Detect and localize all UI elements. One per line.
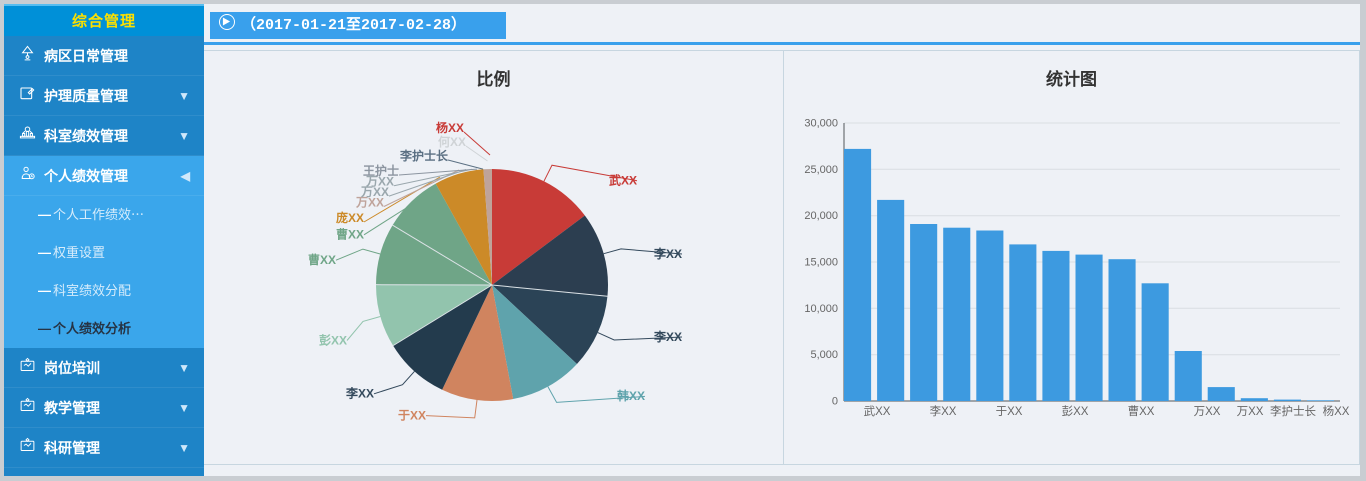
svg-text:30,000: 30,000: [804, 118, 838, 130]
svg-text:王护士: 王护士: [363, 163, 399, 178]
svg-text:韩XX: 韩XX: [617, 388, 645, 403]
svg-text:李XX: 李XX: [653, 246, 682, 261]
svg-text:武XX: 武XX: [609, 173, 637, 188]
svg-text:于XX: 于XX: [398, 408, 426, 422]
svg-text:李XX: 李XX: [930, 404, 957, 418]
svg-text:庞XX: 庞XX: [336, 210, 364, 225]
svg-text:李XX: 李XX: [653, 329, 682, 344]
svg-text:曹XX: 曹XX: [1128, 405, 1155, 418]
svg-text:于XX: 于XX: [996, 406, 1023, 418]
svg-text:10,000: 10,000: [804, 303, 838, 315]
svg-text:彭XX: 彭XX: [319, 332, 347, 347]
svg-text:15,000: 15,000: [804, 257, 838, 269]
svg-text:曹XX: 曹XX: [336, 227, 364, 242]
svg-text:万XX: 万XX: [1237, 406, 1264, 418]
svg-text:25,000: 25,000: [804, 164, 838, 176]
svg-text:0: 0: [832, 396, 838, 408]
svg-text:何XX: 何XX: [438, 134, 466, 149]
svg-text:杨XX: 杨XX: [1323, 404, 1350, 418]
svg-text:李XX: 李XX: [345, 386, 374, 401]
svg-text:万XX: 万XX: [1194, 406, 1221, 418]
svg-text:武XX: 武XX: [864, 405, 891, 418]
svg-text:20,000: 20,000: [804, 210, 838, 222]
svg-text:曹XX: 曹XX: [308, 252, 336, 267]
svg-text:李护士长: 李护士长: [399, 148, 449, 163]
svg-text:5,000: 5,000: [810, 349, 838, 361]
svg-text:彭XX: 彭XX: [1062, 404, 1089, 418]
svg-text:李护士长: 李护士长: [1270, 404, 1316, 418]
svg-text:杨XX: 杨XX: [436, 120, 464, 135]
